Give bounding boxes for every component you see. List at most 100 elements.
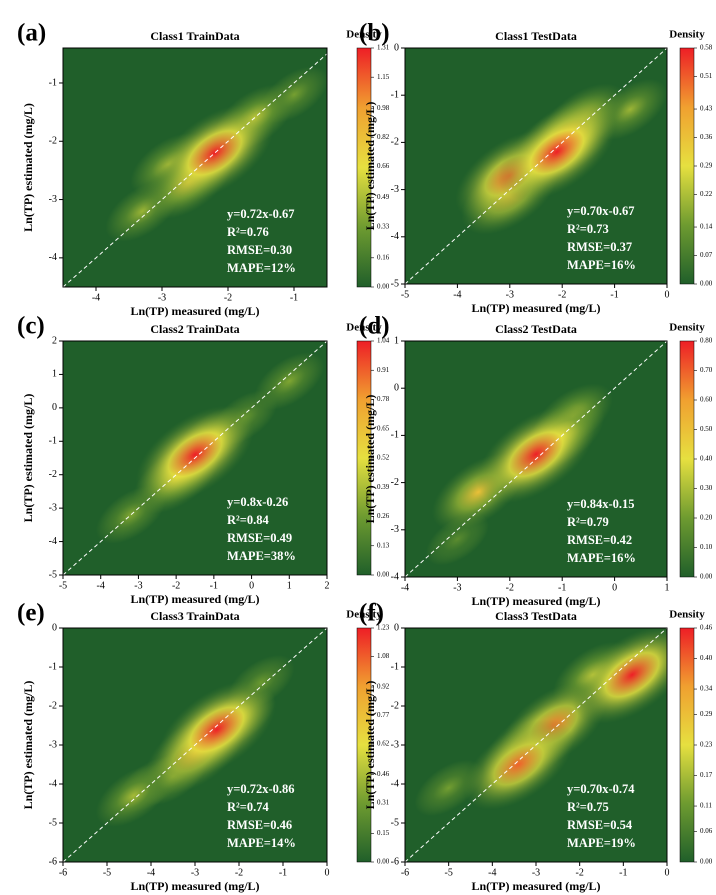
x-tick-label: -5 — [103, 867, 111, 878]
density-layer — [405, 48, 667, 284]
colorbar-tick-label: 1.08 — [377, 652, 390, 660]
colorbar-tick-label: 0.77 — [377, 711, 390, 719]
x-tick-label: -4 — [92, 292, 100, 303]
colorbar-title: Density — [669, 609, 705, 621]
fit-statistic: y=0.70x-0.67 — [567, 204, 635, 218]
y-tick-label: -5 — [49, 569, 57, 580]
density-peak — [157, 680, 277, 779]
fit-statistic: R²=0.76 — [227, 225, 269, 239]
x-tick-label: 0 — [665, 289, 670, 300]
x-tick-label: -2 — [235, 867, 243, 878]
colorbar — [679, 627, 695, 863]
colorbar-tick-label: 0.00 — [700, 573, 713, 581]
x-tick-label: -3 — [191, 867, 199, 878]
colorbar-tick-label: 0.98 — [377, 104, 390, 112]
y-tick-label: -1 — [49, 77, 57, 88]
colorbar-tick-label: 0.00 — [377, 283, 390, 291]
y-tick-label: -1 — [391, 89, 399, 100]
colorbar-tick-label: 0.46 — [700, 624, 713, 632]
density-peak — [476, 405, 596, 504]
x-tick-label: -4 — [97, 580, 105, 591]
colorbar-tick-label: 0.00 — [377, 571, 390, 579]
colorbar-tick-label: 1.04 — [377, 337, 390, 345]
fit-statistic: y=0.84x-0.15 — [567, 497, 635, 511]
colorbar-tick-label: 0.40 — [700, 654, 713, 662]
x-tick-label: -3 — [158, 292, 166, 303]
colorbar-title: Density — [669, 29, 705, 41]
y-tick-label: -1 — [49, 661, 57, 672]
x-tick-label: -5 — [59, 580, 67, 591]
fit-statistic: y=0.72x-0.86 — [227, 782, 295, 796]
colorbar-tick-label: 0.06 — [700, 827, 713, 835]
colorbar-tick-label: 0.10 — [700, 543, 713, 551]
panel-title: Class1 TrainData — [150, 29, 239, 43]
colorbar — [356, 47, 372, 288]
y-tick-label: 0 — [52, 622, 57, 633]
colorbar-tick-label: 1.15 — [377, 73, 390, 81]
y-axis-label: Ln(TP) estimated (mg/L) — [21, 394, 35, 523]
colorbar-tick-label: 0.51 — [700, 72, 713, 80]
colorbar-tick-label: 0.91 — [377, 366, 390, 374]
fit-statistic: MAPE=19% — [567, 836, 636, 850]
plot-frame — [404, 340, 668, 578]
density-peak — [463, 719, 574, 810]
colorbar-tick-label: 0.36 — [700, 133, 713, 141]
one-to-one-line — [405, 48, 667, 284]
x-tick-label: -5 — [401, 289, 409, 300]
colorbar-title: Density — [346, 609, 382, 621]
density-peak — [497, 102, 617, 201]
y-tick-label: -2 — [49, 700, 57, 711]
colorbar-tick-label: 0.46 — [377, 770, 390, 778]
y-tick-label: -2 — [49, 136, 57, 147]
colorbar-tick-label: 0.29 — [700, 710, 713, 718]
panel-title: Class3 TrainData — [150, 609, 239, 623]
y-tick-label: -4 — [391, 571, 399, 582]
y-tick-label: -4 — [391, 231, 399, 242]
colorbar-tick-label: 0.07 — [700, 251, 713, 259]
colorbar-tick-label: 0.30 — [700, 484, 713, 492]
one-to-one-line — [63, 53, 327, 287]
colorbar-tick-label: 0.60 — [700, 396, 713, 404]
x-tick-label: 1 — [665, 582, 670, 593]
fit-statistic: RMSE=0.37 — [567, 240, 632, 254]
y-tick-label: -3 — [391, 184, 399, 195]
colorbar-tick-label: 0.22 — [700, 190, 713, 198]
one-to-one-line — [405, 341, 667, 577]
fit-statistic: y=0.8x-0.26 — [227, 495, 288, 509]
colorbar-tick-label: 0.00 — [700, 280, 713, 288]
colorbar-tick-label: 0.43 — [700, 105, 713, 113]
y-tick-label: -3 — [49, 194, 57, 205]
fit-statistic: MAPE=38% — [227, 549, 296, 563]
colorbar — [356, 627, 372, 863]
density-peak — [155, 104, 274, 202]
colorbar-tick-label: 0.11 — [700, 802, 712, 810]
fit-statistic: RMSE=0.46 — [227, 818, 292, 832]
x-axis-label: Ln(TP) measured (mg/L) — [130, 304, 259, 318]
x-tick-label: -6 — [401, 867, 409, 878]
fit-statistic: MAPE=14% — [227, 836, 296, 850]
density-layer — [63, 341, 327, 575]
y-tick-label: -5 — [49, 817, 57, 828]
colorbar-tick-label: 1.31 — [377, 44, 390, 52]
y-tick-label: -3 — [391, 739, 399, 750]
colorbar-tick-label: 0.65 — [377, 424, 390, 432]
colorbar-tick-label: 0.33 — [377, 222, 390, 230]
x-tick-label: -5 — [444, 867, 452, 878]
density-peak — [572, 628, 667, 724]
fit-statistic: R²=0.74 — [227, 800, 270, 814]
y-axis-label: Ln(TP) estimated (mg/L) — [363, 681, 377, 810]
colorbar-tick-label: 0.52 — [377, 454, 390, 462]
x-tick-label: 2 — [325, 580, 330, 591]
x-tick-label: -2 — [575, 867, 583, 878]
y-tick-label: 0 — [394, 382, 399, 393]
colorbar-tick-label: 0.78 — [377, 395, 390, 403]
x-tick-label: 1 — [287, 580, 292, 591]
density-peak — [135, 405, 255, 504]
colorbar-tick-label: 0.16 — [377, 253, 390, 261]
x-tick-label: -3 — [532, 867, 540, 878]
x-tick-label: -1 — [619, 867, 627, 878]
density-layer — [63, 53, 327, 287]
x-tick-label: 0 — [665, 867, 670, 878]
panel-title: Class1 TestData — [495, 29, 577, 43]
